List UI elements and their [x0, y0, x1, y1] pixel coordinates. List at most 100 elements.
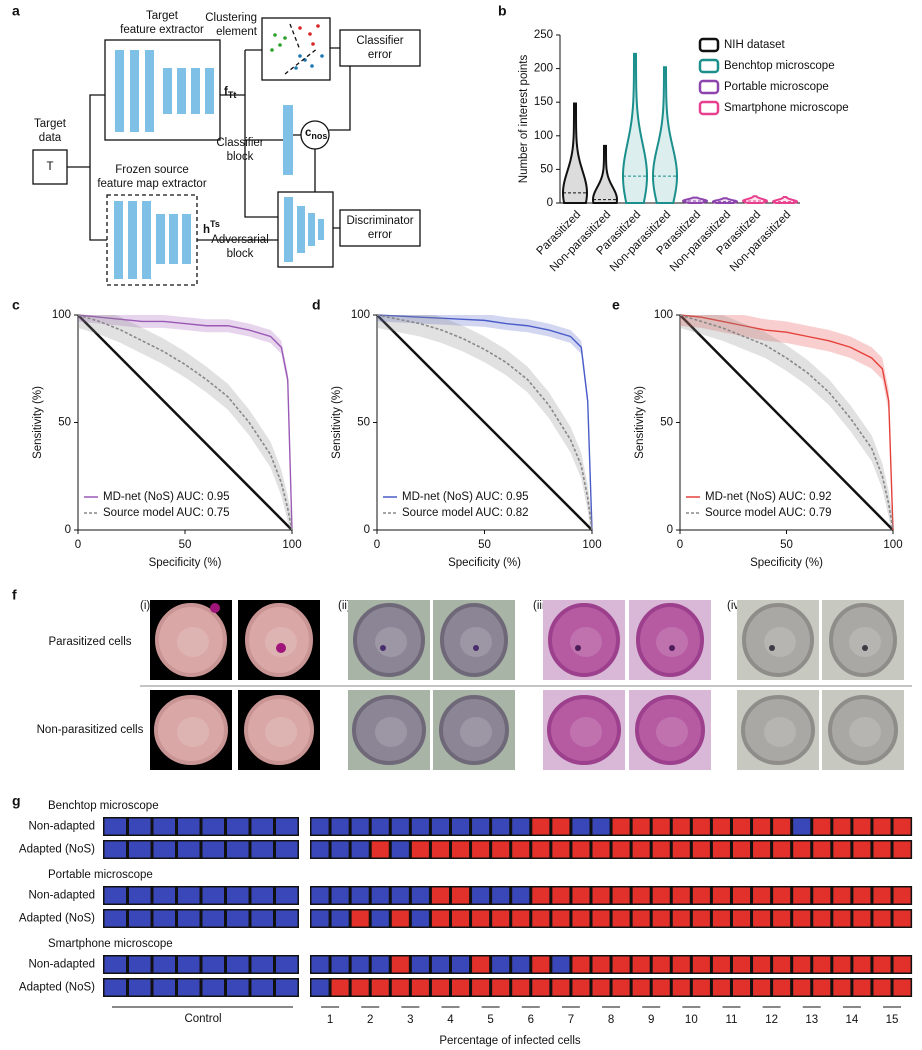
cell-center: [656, 717, 688, 747]
result-square: [632, 979, 650, 996]
legend-label: NIH dataset: [724, 39, 786, 51]
result-square: [732, 818, 751, 835]
base: f: [224, 86, 228, 98]
result-square: [451, 910, 470, 927]
result-square: [632, 841, 650, 858]
result-square: [632, 887, 650, 904]
result-square: [773, 956, 791, 973]
result-square: [104, 979, 126, 996]
result-square: [572, 841, 590, 858]
label: 14: [845, 1014, 858, 1026]
result-square: [712, 841, 730, 858]
parasite: [575, 645, 581, 651]
cell-center: [375, 627, 407, 657]
cell: [244, 695, 314, 765]
result-square: [753, 910, 771, 927]
result-square: [793, 841, 811, 858]
result-square: [773, 841, 791, 858]
connector: [220, 49, 283, 218]
result-square: [552, 956, 570, 973]
result-square: [431, 979, 449, 996]
result-square: [351, 956, 369, 973]
label: Non-parasitized cells: [37, 724, 144, 736]
result-square: [391, 979, 409, 996]
result-square: [833, 818, 851, 835]
panel-label: e: [612, 297, 620, 313]
box: [104, 39, 221, 141]
label: Adapted (NoS): [19, 982, 95, 994]
layer: [128, 201, 137, 279]
result-square: [732, 910, 751, 927]
legend-label: MD-net (NoS) AUC: 0.95: [103, 491, 230, 503]
result-square: [773, 887, 791, 904]
result-square: [411, 818, 429, 835]
result-square: [532, 910, 550, 927]
cell: [636, 603, 704, 677]
label: feature map extractor: [97, 178, 206, 190]
result-square: [773, 910, 791, 927]
x-axis-label: Specificity (%): [149, 557, 222, 569]
cluster-dot: [298, 26, 302, 30]
sub: nos: [311, 131, 327, 141]
label: Adapted (NoS): [19, 913, 95, 925]
cell-center: [177, 717, 209, 747]
result-square: [572, 818, 590, 835]
result-square: [227, 910, 249, 927]
result-square: [532, 841, 550, 858]
label: 0: [547, 197, 553, 209]
cell-center: [656, 627, 688, 657]
result-square: [371, 910, 389, 927]
result-square: [411, 887, 429, 904]
result-square: [391, 818, 409, 835]
label: 100: [883, 539, 902, 551]
cell: [245, 603, 313, 677]
result-square: [331, 979, 349, 996]
result-square: [873, 818, 891, 835]
result-square: [552, 887, 570, 904]
label: 200: [534, 63, 553, 75]
result-square: [311, 818, 329, 835]
cell: [352, 695, 426, 765]
parasite: [769, 645, 775, 651]
result-square: [492, 887, 510, 904]
result-square: [451, 887, 470, 904]
cell: [353, 603, 425, 677]
result-square: [833, 956, 851, 973]
label: Frozen source: [115, 164, 189, 176]
result-square: [612, 979, 630, 996]
result-square: [276, 841, 298, 858]
result-square: [893, 979, 911, 996]
result-square: [652, 841, 670, 858]
result-square: [351, 910, 369, 927]
layer: [205, 68, 214, 114]
label: 1: [327, 1014, 333, 1026]
result-square: [331, 887, 349, 904]
cluster-dot: [310, 64, 314, 68]
result-square: [227, 887, 249, 904]
result-square: [227, 818, 249, 835]
label: 9: [648, 1014, 654, 1026]
result-square: [873, 841, 891, 858]
cell-center: [570, 717, 602, 747]
label: 15: [886, 1014, 899, 1026]
result-square: [104, 910, 126, 927]
layer: [142, 201, 151, 279]
label: Clustering: [205, 12, 257, 24]
result-square: [753, 818, 771, 835]
violin: [681, 196, 709, 204]
result-square: [202, 818, 224, 835]
x-axis-label: Specificity (%): [448, 557, 521, 569]
result-square: [371, 979, 389, 996]
label: Percentage of infected cells: [439, 1035, 581, 1047]
result-square: [672, 818, 690, 835]
legend-swatch: [698, 37, 720, 53]
violin: [741, 195, 769, 204]
violin: [592, 144, 618, 204]
result-square: [371, 956, 389, 973]
label: 10: [685, 1014, 698, 1026]
row-frame: [103, 955, 299, 974]
result-square: [893, 910, 911, 927]
roc-line: [679, 314, 894, 531]
result-square: [129, 841, 151, 858]
result-square: [153, 841, 175, 858]
